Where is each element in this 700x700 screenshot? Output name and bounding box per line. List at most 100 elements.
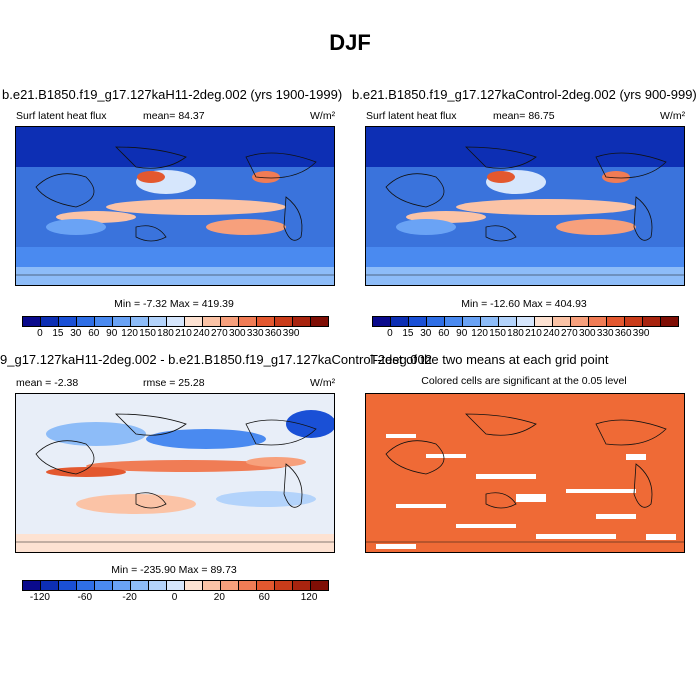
colorbar-swatch (311, 581, 328, 590)
colorbar-swatch (257, 317, 275, 326)
colorbar-swatch (499, 317, 517, 326)
panel-variable-label: Surf latent heat flux (16, 110, 107, 122)
colorbar-tick-label: 240 (543, 328, 560, 339)
colorbar-tick-label: 330 (246, 328, 264, 339)
colorbar-swatch (391, 317, 409, 326)
panel-units-label: W/m² (660, 110, 686, 122)
colorbar-tick-label: 270 (561, 328, 578, 339)
colorbar-tick-label: 60 (438, 328, 450, 339)
colorbar-tick-label: 15 (402, 328, 414, 339)
colorbar-flux-left (22, 316, 329, 327)
colorbar-swatch (293, 317, 311, 326)
colorbar-tick-label: 240 (193, 328, 210, 339)
colorbar-swatch (113, 581, 131, 590)
colorbar-swatch (257, 581, 275, 590)
colorbar-tick-label: 120 (121, 328, 138, 339)
colorbar-swatch (95, 581, 113, 590)
colorbar-tick-label: 120 (300, 592, 318, 603)
panel-mean-label: mean = -2.38 (16, 377, 79, 389)
figure-title: DJF (329, 30, 371, 55)
colorbar-swatch (149, 581, 167, 590)
panel-variable-label: Surf latent heat flux (366, 110, 457, 122)
colorbar-swatch (427, 317, 445, 326)
colorbar-swatch (203, 317, 221, 326)
colorbar-tick-label: 360 (614, 328, 632, 339)
colorbar-tick-label: 330 (596, 328, 614, 339)
colorbar-tick-label: 210 (525, 328, 542, 339)
colorbar-swatch (607, 317, 625, 326)
panel-units-label: W/m² (310, 377, 336, 389)
colorbar-swatch (221, 581, 239, 590)
colorbar-tick-label: 270 (211, 328, 228, 339)
colorbar-swatch (77, 317, 95, 326)
colorbar-swatch (553, 317, 571, 326)
panel-significance-note: Colored cells are significant at the 0.0… (421, 375, 627, 387)
colorbar-swatch (185, 581, 203, 590)
colorbar-swatch (661, 317, 678, 326)
panel-units-label: W/m² (310, 110, 336, 122)
colorbar-swatch (239, 581, 257, 590)
colorbar-swatch (167, 581, 185, 590)
colorbar-swatch (293, 581, 311, 590)
colorbar-swatch (113, 317, 131, 326)
map-difference (15, 393, 335, 553)
colorbar-tick-label: 210 (175, 328, 192, 339)
panel-title-h11: b.e21.B1850.f19_g17.127kaH11-2deg.002 (y… (2, 87, 343, 102)
panel-min-max: Min = -235.90 Max = 89.73 (111, 564, 237, 576)
colorbar-tick-label: -120 (29, 592, 50, 603)
colorbar-swatch (239, 317, 257, 326)
colorbar-swatch (625, 317, 643, 326)
colorbar-tick-label: 90 (456, 328, 468, 339)
colorbar-tick-label: 390 (632, 328, 650, 339)
panel-rmse-label: rmse = 25.28 (143, 377, 205, 389)
colorbar-swatch (445, 317, 463, 326)
colorbar-swatch (23, 581, 41, 590)
panel-mean-label: mean= 86.75 (493, 110, 555, 122)
colorbar-tick-label: 300 (228, 328, 246, 339)
colorbar-swatch (149, 317, 167, 326)
panel-min-max: Min = -7.32 Max = 419.39 (114, 298, 234, 310)
colorbar-tick-label: 360 (264, 328, 282, 339)
colorbar-swatch (59, 581, 77, 590)
colorbar-swatch (535, 317, 553, 326)
colorbar-swatch (373, 317, 391, 326)
panel-mean-label: mean= 84.37 (143, 110, 205, 122)
colorbar-swatch (41, 317, 59, 326)
colorbar-swatch (643, 317, 661, 326)
colorbar-tick-label: 120 (471, 328, 488, 339)
colorbar-flux-right (372, 316, 679, 327)
panel-title-control: b.e21.B1850.f19_g17.127kaControl-2deg.00… (352, 87, 697, 102)
colorbar-tick-label: 0 (37, 328, 43, 339)
colorbar-tick-label: 150 (139, 328, 156, 339)
colorbar-difference (22, 580, 329, 591)
map-field (16, 127, 334, 285)
colorbar-swatch (203, 581, 221, 590)
colorbar-swatch (131, 581, 149, 590)
colorbar-swatch (95, 317, 113, 326)
colorbar-tick-label: 60 (88, 328, 100, 339)
colorbar-swatch (77, 581, 95, 590)
colorbar-swatch (41, 581, 59, 590)
colorbar-tick-label: 15 (52, 328, 64, 339)
map-h11-latent-heat (15, 126, 335, 286)
colorbar-swatch (463, 317, 481, 326)
colorbar-swatch (311, 317, 328, 326)
colorbar-tick-label: 0 (171, 592, 178, 603)
colorbar-tick-label: -60 (77, 592, 93, 603)
colorbar-swatch (221, 317, 239, 326)
colorbar-tick-label: 30 (70, 328, 82, 339)
colorbar-swatch (589, 317, 607, 326)
colorbar-swatch (275, 317, 293, 326)
colorbar-swatch (481, 317, 499, 326)
colorbar-tick-label: -20 (122, 592, 137, 603)
colorbar-tick-label: 390 (282, 328, 300, 339)
colorbar-tick-label: 0 (387, 328, 393, 339)
colorbar-tick-label: 60 (258, 592, 270, 603)
map-field (366, 127, 684, 285)
colorbar-swatch (571, 317, 589, 326)
colorbar-swatch (275, 581, 293, 590)
colorbar-swatch (167, 317, 185, 326)
colorbar-tick-label: 20 (213, 592, 225, 603)
colorbar-swatch (59, 317, 77, 326)
map-ttest-significance (365, 393, 685, 553)
